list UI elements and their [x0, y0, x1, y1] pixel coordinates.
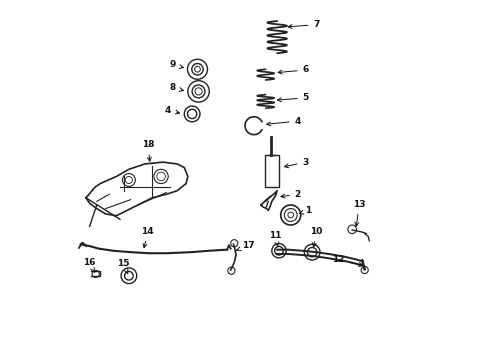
- Bar: [265, 155, 279, 187]
- Text: 15: 15: [117, 259, 129, 274]
- Text: 2: 2: [281, 190, 301, 199]
- Text: 4: 4: [267, 117, 301, 126]
- Text: 10: 10: [310, 227, 322, 247]
- Text: 7: 7: [288, 20, 319, 29]
- Text: 8: 8: [170, 83, 183, 92]
- Text: 6: 6: [278, 66, 309, 75]
- Text: 14: 14: [142, 227, 154, 248]
- Text: 1: 1: [299, 206, 312, 215]
- Text: 17: 17: [237, 241, 255, 251]
- Text: 11: 11: [269, 231, 282, 246]
- Text: 3: 3: [285, 158, 309, 168]
- Text: 5: 5: [277, 93, 309, 102]
- Text: 16: 16: [83, 258, 96, 272]
- Text: 13: 13: [353, 200, 366, 226]
- Text: 18: 18: [142, 140, 154, 161]
- Text: 12: 12: [332, 255, 363, 266]
- Text: 4: 4: [165, 106, 179, 115]
- Text: 9: 9: [170, 60, 183, 69]
